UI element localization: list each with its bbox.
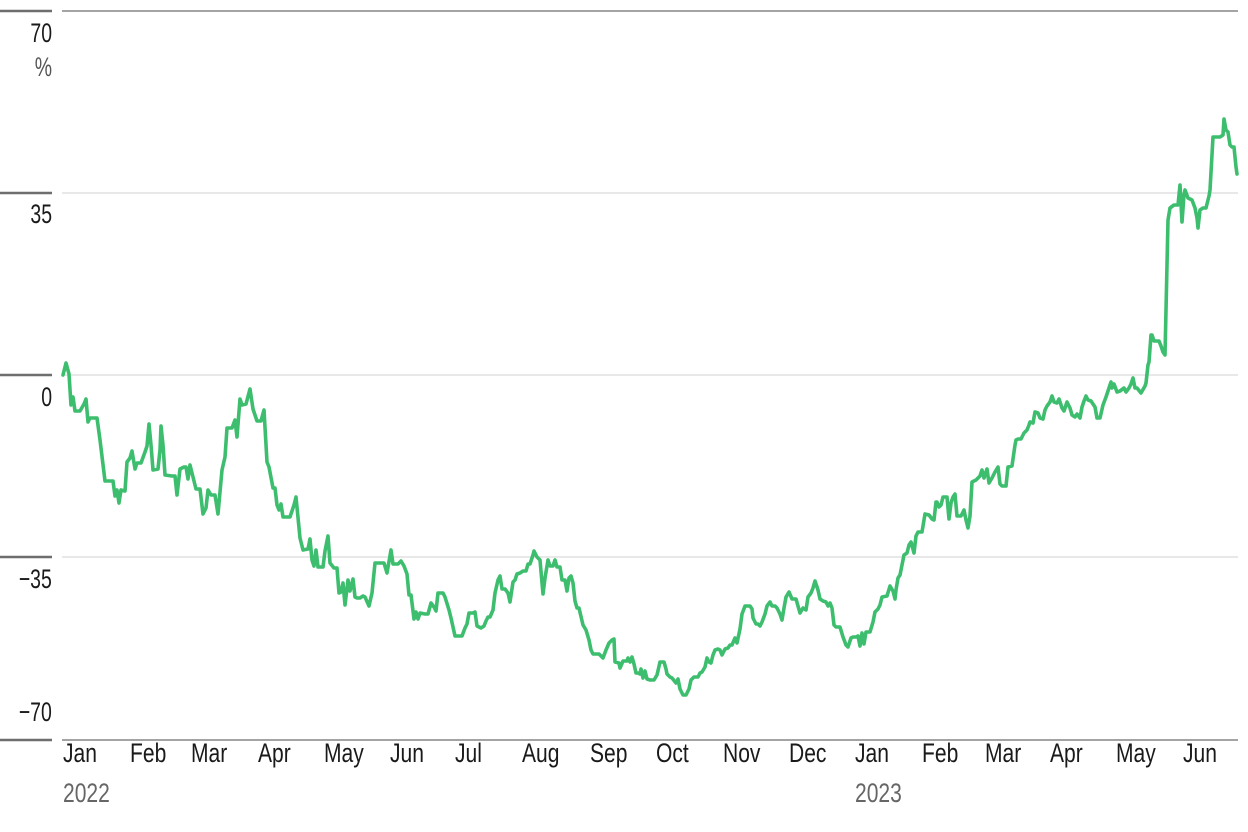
series-line bbox=[61, 117, 1239, 697]
x-axis-year-label: 2023 bbox=[855, 778, 902, 808]
x-axis-month-label: Jun bbox=[390, 738, 424, 768]
x-axis-year-label: 2022 bbox=[63, 778, 110, 808]
x-axis-month-label: Feb bbox=[130, 738, 167, 768]
y-axis-unit-label: % bbox=[34, 52, 52, 82]
x-axis-month-label: Aug bbox=[522, 738, 560, 768]
x-axis-month-label: Mar bbox=[191, 738, 228, 768]
y-axis-tick-label: 35 bbox=[30, 199, 52, 229]
x-axis-month-label: Jan bbox=[63, 738, 97, 768]
x-axis-month-label: Sep bbox=[590, 738, 628, 768]
x-axis-month-label: Apr bbox=[258, 738, 291, 768]
x-axis-month-label: May bbox=[1116, 738, 1156, 768]
x-axis-month-label: Feb bbox=[922, 738, 959, 768]
y-axis-tick-label: 70 bbox=[30, 18, 52, 48]
x-axis-month-label: Dec bbox=[789, 738, 827, 768]
x-axis-month-label: Mar bbox=[985, 738, 1022, 768]
x-axis-month-label: Oct bbox=[656, 738, 689, 768]
y-axis-tick-label: 0 bbox=[41, 382, 52, 412]
x-axis-month-label: Jan bbox=[855, 738, 889, 768]
y-axis-tick-label: −70 bbox=[19, 697, 52, 727]
x-axis-month-label: Apr bbox=[1050, 738, 1083, 768]
x-axis-month-label: Jun bbox=[1183, 738, 1217, 768]
gridlines bbox=[62, 10, 1238, 741]
x-axis-month-label: May bbox=[324, 738, 364, 768]
x-axis-month-label: Nov bbox=[723, 738, 761, 768]
y-axis-tick-label: −35 bbox=[19, 564, 52, 594]
y-axis-ticks bbox=[0, 9, 52, 742]
x-axis-month-label: Jul bbox=[455, 738, 482, 768]
